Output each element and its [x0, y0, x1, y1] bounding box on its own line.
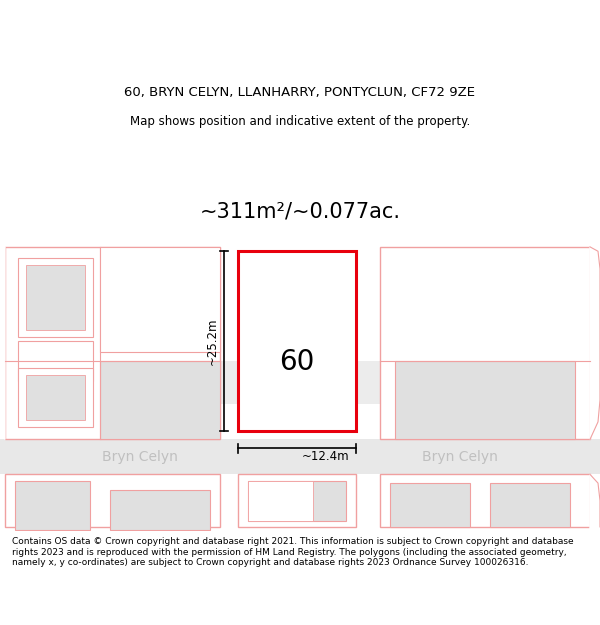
Bar	[0, 361, 600, 404]
Bar	[0, 439, 600, 474]
Bar	[100, 247, 220, 352]
Bar	[490, 483, 570, 527]
Text: 60: 60	[280, 349, 314, 376]
Bar	[395, 361, 575, 439]
Polygon shape	[0, 247, 5, 439]
Bar	[18, 341, 93, 381]
Bar	[5, 474, 220, 527]
Bar	[390, 483, 470, 527]
Text: 60, BRYN CELYN, LLANHARRY, PONTYCLUN, CF72 9ZE: 60, BRYN CELYN, LLANHARRY, PONTYCLUN, CF…	[125, 86, 476, 99]
Text: Bryn Celyn: Bryn Celyn	[422, 450, 498, 464]
Bar	[26, 374, 85, 420]
Bar	[110, 490, 210, 529]
Text: ~25.2m: ~25.2m	[206, 317, 219, 364]
Bar	[380, 474, 590, 527]
Bar	[18, 368, 93, 427]
Text: Contains OS data © Crown copyright and database right 2021. This information is : Contains OS data © Crown copyright and d…	[12, 538, 574, 568]
Polygon shape	[590, 474, 600, 531]
Text: ~311m²/~0.077ac.: ~311m²/~0.077ac.	[199, 202, 401, 222]
Text: Bryn Celyn: Bryn Celyn	[102, 450, 178, 464]
Bar	[5, 247, 220, 439]
Bar	[100, 361, 220, 439]
Text: Map shows position and indicative extent of the property.: Map shows position and indicative extent…	[130, 116, 470, 128]
Bar	[18, 258, 93, 337]
Bar	[238, 251, 356, 431]
Bar	[15, 481, 90, 529]
Bar	[26, 265, 85, 330]
Bar	[248, 481, 346, 521]
Polygon shape	[590, 247, 600, 439]
Bar	[380, 247, 590, 439]
Text: ~12.4m: ~12.4m	[302, 450, 350, 463]
Bar	[248, 481, 313, 521]
Bar	[238, 474, 356, 527]
